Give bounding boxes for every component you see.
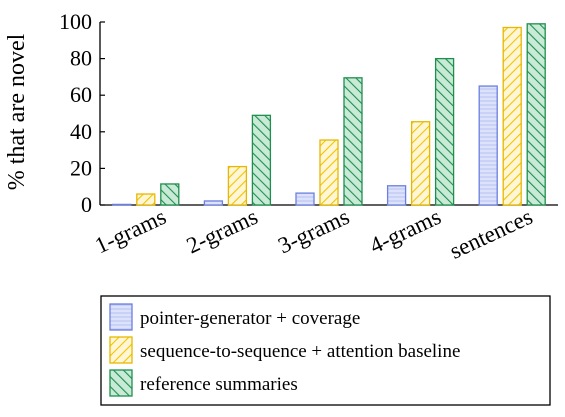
- legend-swatch: [109, 336, 133, 364]
- x-category-label: sentences: [446, 204, 536, 264]
- bars: [112, 23, 546, 206]
- legend-entry-label: sequence-to-sequence + attention baselin…: [140, 341, 460, 362]
- y-tick-label: 20: [70, 155, 92, 180]
- legend-swatch: [109, 303, 133, 331]
- x-category-labels: 1-grams 2-grams 3-grams 4-grams sentences: [91, 204, 536, 264]
- bar-4-grams-series-1: [386, 185, 407, 206]
- bar-3-grams-series-2: [319, 139, 339, 206]
- y-tick-label: 100: [59, 9, 92, 34]
- bar-2-grams-series-2: [227, 165, 248, 206]
- bar-3-grams-series-1: [295, 192, 315, 206]
- y-tick-label: 0: [81, 192, 92, 217]
- y-ticks: 0 20 40 60 80 100: [59, 9, 105, 217]
- x-category-label: 3-grams: [274, 204, 353, 259]
- x-category-label: 2-grams: [183, 204, 262, 259]
- y-axis-label: % that are novel: [4, 33, 30, 190]
- y-tick-label: 40: [70, 119, 92, 144]
- legend-swatch: [109, 369, 133, 397]
- bar-sentences-series-3: [526, 23, 546, 206]
- x-category-label: 4-grams: [366, 204, 445, 259]
- bar-1-grams-series-1: [112, 203, 132, 206]
- bar-4-grams-series-2: [410, 121, 431, 206]
- legend-box: [100, 295, 551, 406]
- y-tick-label: 80: [70, 46, 92, 71]
- bar-3-grams-series-3: [343, 77, 363, 206]
- bar-sentences-series-1: [478, 85, 498, 206]
- bar-1-grams-series-3: [160, 183, 180, 206]
- bar-1-grams-series-2: [136, 193, 156, 206]
- bar-4-grams-series-3: [434, 57, 455, 206]
- legend: pointer-generator + coverage sequence-to-…: [100, 295, 551, 406]
- bar-2-grams-series-3: [251, 114, 272, 206]
- y-tick-label: 60: [70, 82, 92, 107]
- bar-sentences-series-2: [502, 26, 522, 206]
- bar-2-grams-series-1: [203, 200, 224, 206]
- x-category-label: 1-grams: [91, 204, 170, 259]
- legend-entry-label: reference summaries: [140, 374, 298, 395]
- legend-entry-label: pointer-generator + coverage: [140, 308, 360, 329]
